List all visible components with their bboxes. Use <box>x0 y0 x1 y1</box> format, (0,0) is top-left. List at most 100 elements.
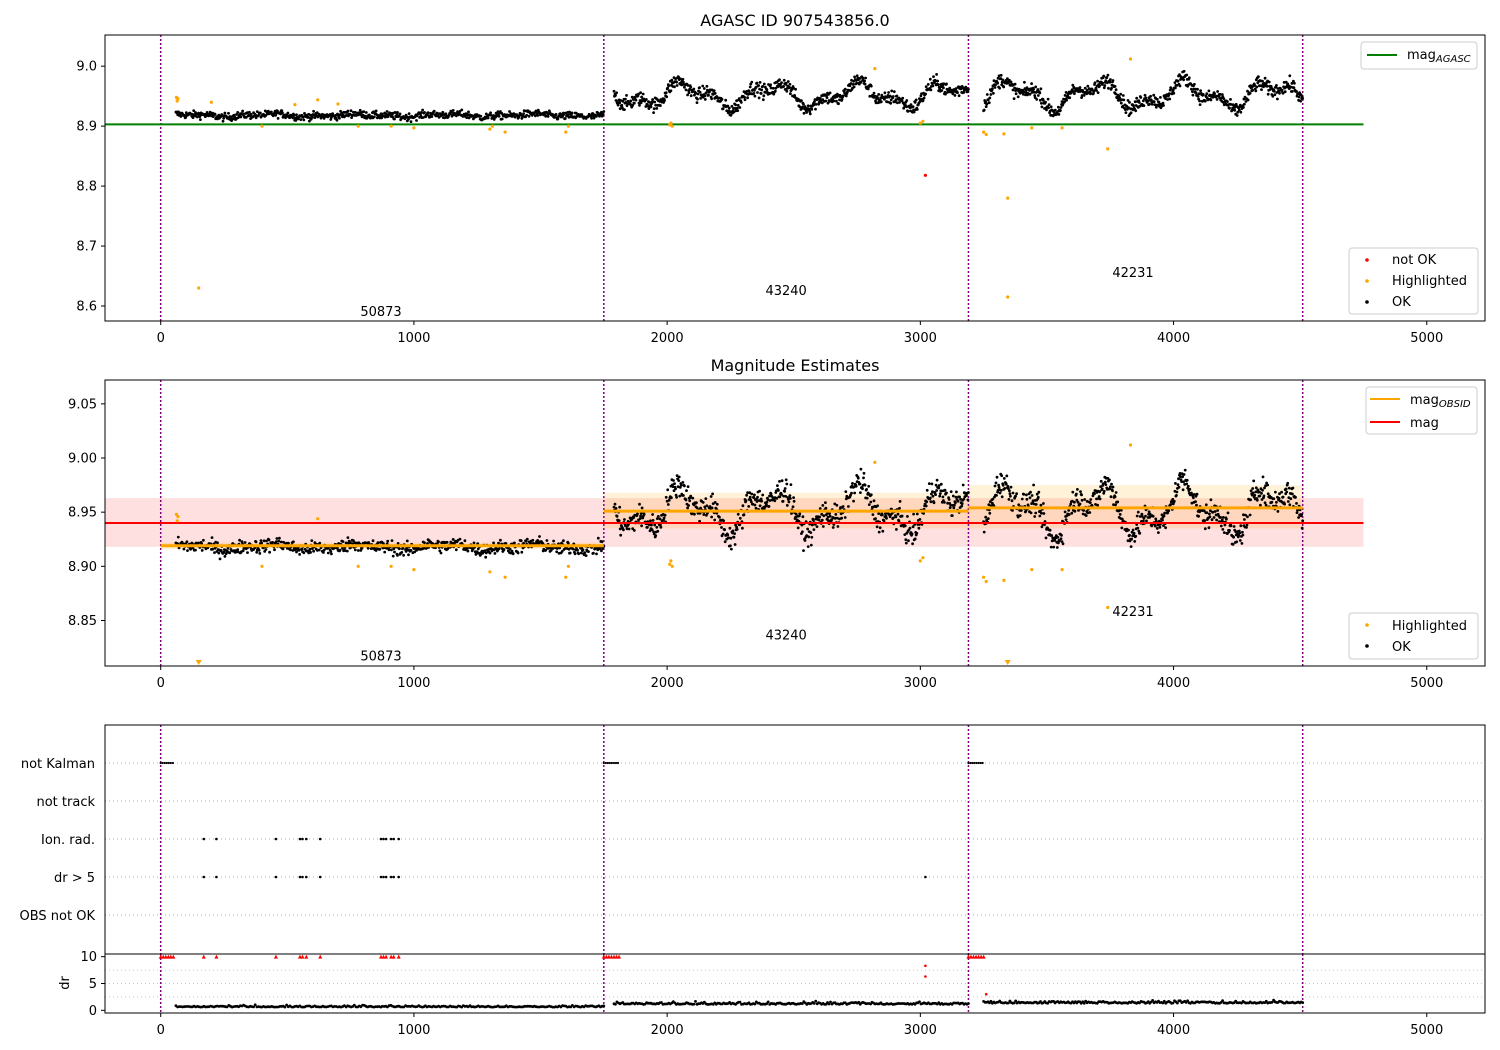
ok-point <box>760 88 764 92</box>
ok-point <box>525 537 529 541</box>
ok-point <box>729 113 733 117</box>
ok-point <box>945 82 948 86</box>
ok-point <box>1122 98 1126 102</box>
ok-point <box>235 113 238 116</box>
flag-point <box>392 837 396 841</box>
ok-point <box>1006 485 1010 488</box>
ok-point <box>1164 526 1167 530</box>
ok-point <box>1197 514 1200 518</box>
ok-point <box>1006 77 1009 80</box>
ok-point <box>511 114 514 118</box>
flag-point <box>384 837 388 841</box>
ok-point <box>405 539 409 543</box>
ok-point <box>686 485 690 488</box>
ok-point <box>419 114 423 117</box>
ok-point <box>1195 492 1199 496</box>
obs-label-50873: 50873 <box>360 305 401 320</box>
ok-point <box>278 536 281 540</box>
ok-point <box>1073 500 1076 504</box>
flag-point <box>159 761 162 765</box>
ok-point <box>640 524 643 528</box>
ok-point <box>1110 482 1113 486</box>
ok-point <box>362 110 366 113</box>
flag-point <box>977 761 980 765</box>
ok-point <box>279 540 283 544</box>
ok-point <box>675 495 678 499</box>
ok-point <box>402 553 405 557</box>
ok-point <box>876 504 879 508</box>
ok-point <box>1045 108 1048 112</box>
ok-point <box>1040 101 1043 105</box>
ok-point <box>1003 487 1007 490</box>
ok-point <box>659 525 663 529</box>
ok-point <box>1050 534 1054 537</box>
ok-point <box>982 530 986 534</box>
ok-point <box>928 77 932 81</box>
ok-point <box>674 487 677 491</box>
y-tick-label: 8.9 <box>76 120 97 135</box>
ok-point <box>1178 73 1181 76</box>
highlighted-point <box>176 97 180 101</box>
ok-point <box>651 98 654 101</box>
ok-point <box>730 547 733 551</box>
ok-point <box>1044 536 1048 540</box>
ok-point <box>1033 94 1037 97</box>
ok-point <box>1140 512 1144 516</box>
ok-point <box>222 116 226 120</box>
ok-point <box>904 105 908 109</box>
ok-point <box>771 86 775 90</box>
ok-point <box>649 105 653 109</box>
ok-point <box>723 528 726 532</box>
ok-point <box>748 85 752 89</box>
ok-point <box>298 553 301 556</box>
ok-point <box>570 111 574 115</box>
ok-point <box>1197 92 1201 96</box>
ok-point <box>213 112 217 116</box>
ok-point <box>499 538 502 542</box>
ok-point <box>705 504 709 508</box>
ok-point <box>625 94 628 97</box>
ok-point <box>935 73 938 76</box>
ok-point <box>989 93 993 96</box>
ok-point <box>761 493 765 497</box>
ok-point <box>1185 478 1189 482</box>
ok-point <box>522 112 525 115</box>
ok-point <box>1011 88 1015 92</box>
ok-point <box>176 535 180 539</box>
ok-point <box>1222 97 1226 100</box>
ok-point <box>566 541 570 545</box>
ok-point <box>776 484 779 487</box>
ok-point <box>274 540 278 543</box>
highlighted-point <box>490 124 494 128</box>
ok-point <box>805 111 808 114</box>
ok-point <box>953 94 957 97</box>
ok-point <box>896 512 900 516</box>
ok-point <box>849 493 852 497</box>
ok-point <box>642 513 646 516</box>
ok-point <box>430 115 434 118</box>
ok-point <box>257 549 261 552</box>
ok-point <box>778 480 781 483</box>
ok-point <box>797 519 801 523</box>
ok-point <box>1297 95 1301 99</box>
ok-point <box>664 91 668 95</box>
ok-point <box>760 499 764 503</box>
ok-point <box>1019 509 1023 512</box>
ok-point <box>614 1002 617 1006</box>
ok-point <box>1280 490 1283 494</box>
ok-point <box>959 497 962 501</box>
ok-point <box>855 74 859 78</box>
ok-point <box>1119 92 1123 96</box>
ok-point <box>667 84 671 87</box>
ok-point <box>1260 88 1263 91</box>
ok-point <box>850 78 853 82</box>
ok-point <box>1121 104 1125 108</box>
flag-point <box>616 761 620 765</box>
ok-point <box>949 490 953 493</box>
ok-point <box>1063 510 1067 514</box>
ok-point <box>762 82 766 86</box>
ok-point <box>673 85 676 89</box>
ok-point <box>443 116 447 120</box>
ok-point <box>396 554 399 557</box>
ok-point <box>444 112 448 116</box>
